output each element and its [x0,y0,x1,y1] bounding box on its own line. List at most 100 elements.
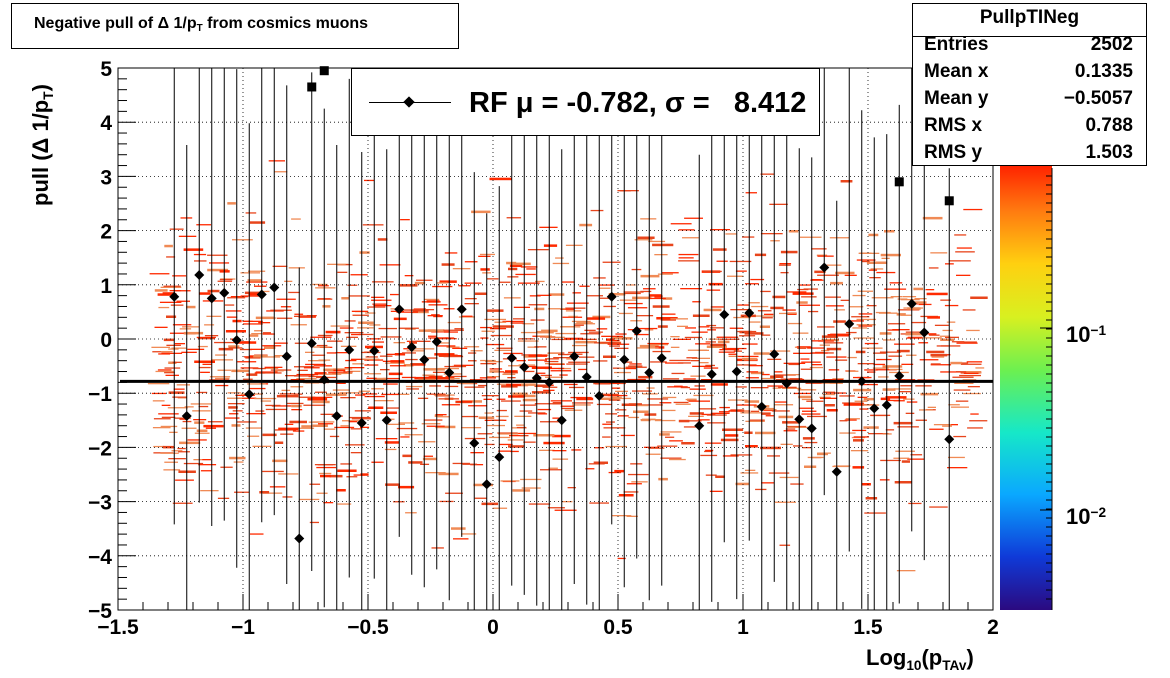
histogram-bin [179,328,192,330]
z-axis-label-1e-1: 10−1 [1066,322,1107,347]
histogram-bin [857,290,873,292]
histogram-bin [359,251,370,254]
histogram-bin [852,466,865,469]
histogram-bin [804,441,818,444]
histogram-bin [586,317,606,320]
histogram-bin [411,311,429,314]
histogram-bin [895,450,915,452]
y-tick-label: −3 [88,492,112,515]
histogram-bin [903,398,915,400]
histogram-bin [486,278,499,280]
histogram-bin [967,386,980,388]
profile-point [281,351,292,362]
histogram-bin [291,409,303,411]
histogram-bin [797,347,807,349]
histogram-bin [705,449,714,452]
histogram-bin [809,366,823,369]
histogram-bin [485,343,505,346]
histogram-bin [534,307,545,311]
histogram-bin [778,415,794,419]
histogram-bin [329,435,340,438]
histogram-bin [366,377,377,379]
overflow-point [319,66,329,76]
histogram-bin [262,333,275,335]
stats-divider [913,36,1146,37]
histogram-bin [324,428,336,430]
histogram-bin [346,476,358,478]
histogram-bin [692,301,701,303]
histogram-bin [689,388,706,390]
histogram-bin [928,334,940,336]
histogram-bin [521,487,541,489]
histogram-bin [444,365,467,368]
histogram-bin [345,444,365,446]
histogram-bin [196,429,208,432]
stats-row-rms-y: RMS y 1.503 [924,142,1133,163]
histogram-bin [404,328,416,330]
histogram-bin [870,268,884,270]
histogram-bin [428,376,441,378]
histogram-bin [614,371,631,374]
histogram-bin [893,457,910,459]
profile-point [231,335,242,346]
histogram-bin [217,497,230,499]
histogram-bin [930,364,952,366]
histogram-bin [158,306,170,309]
histogram-bin [255,410,265,412]
histogram-bin [735,270,747,272]
histogram-bins [147,160,988,572]
histogram-bin [929,428,944,430]
histogram-bin [349,416,371,419]
histogram-bin [272,265,288,267]
histogram-bin [178,451,190,453]
histogram-bin [530,319,545,321]
histogram-bin [194,260,207,262]
histogram-bin [586,295,603,297]
histogram-bin [774,371,783,373]
histogram-bin [774,404,794,406]
histogram-bin [605,445,627,448]
histogram-bin [192,410,211,412]
histogram-bin [285,375,298,377]
histogram-bin [659,433,670,436]
histogram-bin [858,325,873,327]
profile-point [731,366,742,377]
histogram-bin [245,427,262,429]
histogram-bin [173,388,185,390]
histogram-bin [259,372,282,374]
histogram-bin [378,327,397,330]
histogram-bin [547,507,565,509]
histogram-bin [443,331,458,333]
x-tick-label: −0.5 [347,616,389,639]
histogram-bin [579,285,590,287]
histogram-bin [410,363,424,365]
histogram-bin [661,272,679,274]
histogram-bin [880,253,901,257]
histogram-bin [203,424,224,428]
histogram-bin [792,292,814,295]
histogram-bin [469,379,483,381]
histogram-bin [578,368,587,371]
histogram-bin [337,469,357,472]
histogram-bin [760,173,775,175]
profile-point [306,338,317,349]
histogram-bin [865,497,878,500]
histogram-bin [567,487,576,489]
histogram-bin [627,329,638,331]
histogram-bin [461,415,479,418]
histogram-bin [294,366,315,368]
histogram-bin [486,424,505,427]
histogram-bin [603,355,616,358]
histogram-bin [603,305,616,308]
histogram-bin [826,264,842,266]
histogram-bin [554,509,577,511]
histogram-bin [857,396,868,398]
histogram-bin [470,350,483,352]
histogram-bin [611,387,621,389]
histogram-bin [470,452,484,454]
histogram-bin [637,236,655,239]
histogram-bin [315,391,327,393]
histogram-bin [372,341,384,343]
histogram-bin [288,291,300,294]
